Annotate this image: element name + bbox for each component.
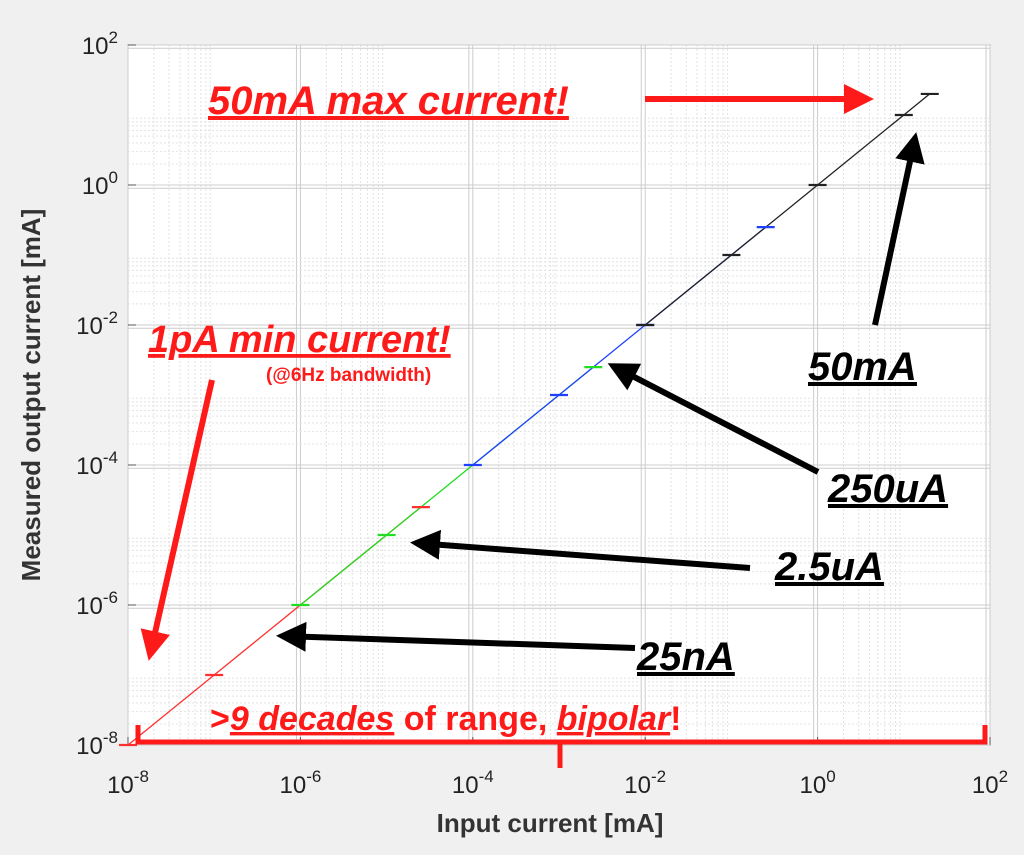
tick-base: 10 <box>82 173 109 200</box>
annotation-part: ! <box>670 700 681 738</box>
annotation: 25nA <box>636 635 735 679</box>
tick-base: 10 <box>107 772 134 799</box>
annotation-part: 9 decades <box>230 700 394 738</box>
annotation-part: of range, <box>394 700 556 738</box>
tick-base: 10 <box>452 772 479 799</box>
tick-base: 10 <box>624 772 651 799</box>
tick-exponent: -6 <box>306 767 321 786</box>
annotation: 1pA min current! <box>148 319 451 361</box>
tick-label: 100 <box>800 767 836 799</box>
tick-label: 102 <box>82 28 118 60</box>
annotation-part: bipolar <box>557 700 672 738</box>
tick-base: 10 <box>82 33 109 60</box>
tick-base: 10 <box>800 772 827 799</box>
tick-base: 10 <box>279 772 306 799</box>
tick-label: 10-2 <box>76 308 118 340</box>
tick-exponent: -4 <box>479 767 494 786</box>
tick-exponent: 0 <box>826 767 835 786</box>
tick-base: 10 <box>76 733 103 760</box>
x-axis-label: Input current [mA] <box>437 808 664 838</box>
tick-label: 10-8 <box>107 767 149 799</box>
tick-exponent: -8 <box>103 728 118 747</box>
tick-label: 10-8 <box>76 728 118 760</box>
arrow <box>276 621 636 652</box>
annotation-part: > <box>210 700 230 738</box>
tick-exponent: -6 <box>103 588 118 607</box>
arrow <box>872 132 925 326</box>
y-axis-label: Measured output current [mA] <box>16 209 46 582</box>
tick-base: 10 <box>76 593 103 620</box>
range-bracket <box>135 725 988 768</box>
annotation: 50mA max current! <box>208 79 569 123</box>
annotation: 2.5uA <box>774 545 884 589</box>
tick-exponent: -8 <box>134 767 149 786</box>
tick-base: 10 <box>76 313 103 340</box>
arrow <box>140 379 215 661</box>
arrow <box>410 529 751 571</box>
tick-label: 100 <box>82 168 118 200</box>
tick-exponent: 2 <box>109 28 118 47</box>
annotation: 250uA <box>827 467 948 511</box>
tick-exponent: -2 <box>651 767 666 786</box>
tick-label: 10-2 <box>624 767 666 799</box>
annotation: (@6Hz bandwidth) <box>266 365 431 386</box>
marks <box>119 92 939 747</box>
tick-label: 10-4 <box>452 767 494 799</box>
tick-label: 10-4 <box>76 448 118 480</box>
tick-exponent: -2 <box>103 308 118 327</box>
annotation: >9 decades of range, bipolar! <box>210 700 681 738</box>
arrows <box>135 84 988 768</box>
tick-label: 10-6 <box>279 767 321 799</box>
annotation: 50mA <box>808 345 917 389</box>
arrow <box>607 363 820 475</box>
tick-label: 102 <box>972 767 1008 799</box>
tick-exponent: 2 <box>999 767 1008 786</box>
tick-base: 10 <box>76 453 103 480</box>
tick-exponent: 0 <box>109 168 118 187</box>
tick-base: 10 <box>972 772 999 799</box>
tick-label: 10-6 <box>76 588 118 620</box>
grid <box>127 44 991 746</box>
tick-exponent: -4 <box>103 448 118 467</box>
